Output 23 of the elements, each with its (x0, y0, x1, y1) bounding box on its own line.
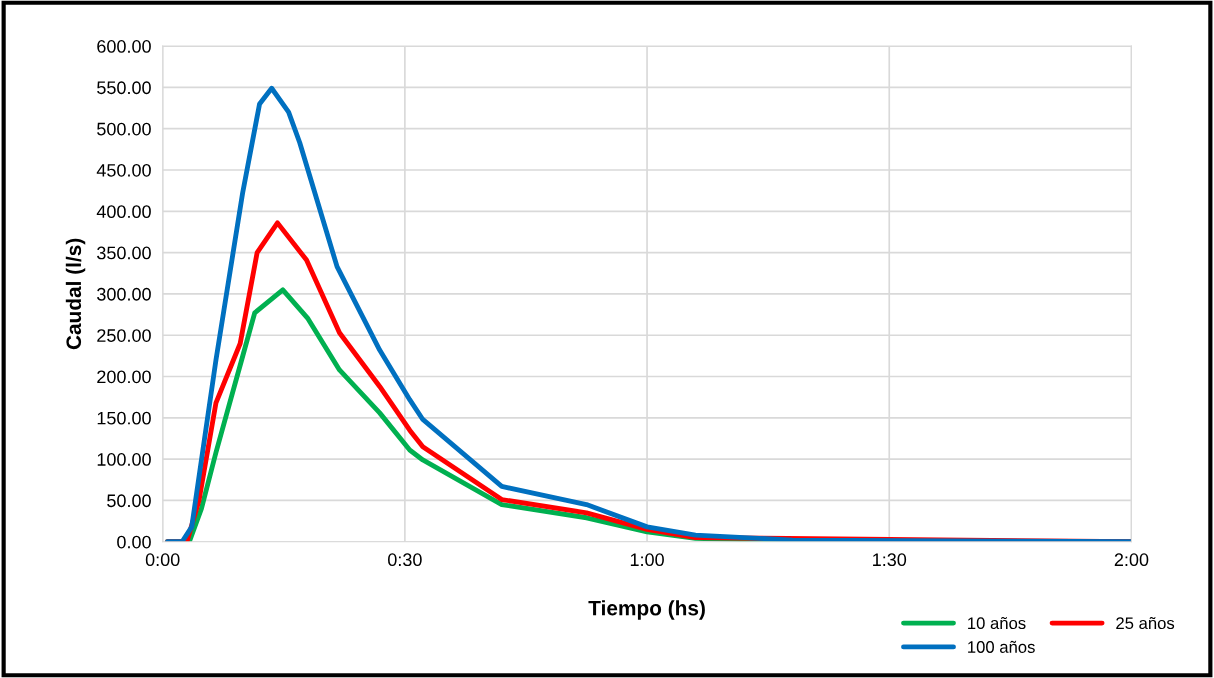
x-tick-label: 0:00 (145, 553, 180, 567)
x-tick-label: 1:00 (630, 553, 664, 567)
legend-label: 10 años (968, 616, 1026, 630)
y-tick-label: 300.00 (97, 287, 151, 301)
y-tick-label: 350.00 (97, 246, 151, 260)
y-tick-label: 250.00 (97, 329, 151, 342)
legend-label: 100 años (968, 640, 1035, 653)
y-tick-label: 50.00 (107, 494, 151, 508)
x-tick-label: 0:30 (388, 553, 422, 567)
y-tick-label: 150.00 (97, 411, 151, 425)
x-axis-title: Tiempo (hs) (588, 600, 705, 620)
y-tick-label: 200.00 (97, 370, 151, 384)
y-tick-label: 450.00 (96, 163, 151, 177)
y-tick-label: 0.00 (117, 535, 151, 549)
y-tick-label: 550.00 (97, 81, 151, 95)
y-tick-label: 600.00 (97, 40, 151, 53)
legend-label: 25 años (1116, 616, 1175, 630)
y-tick-label: 100.00 (97, 453, 151, 466)
y-axis-title: Caudal (l/s) (65, 238, 86, 350)
x-tick-label: 2:00 (1114, 553, 1149, 567)
y-tick-label: 400.00 (96, 205, 151, 219)
x-tick-label: 1:30 (873, 553, 907, 567)
y-tick-label: 500.00 (97, 122, 151, 136)
